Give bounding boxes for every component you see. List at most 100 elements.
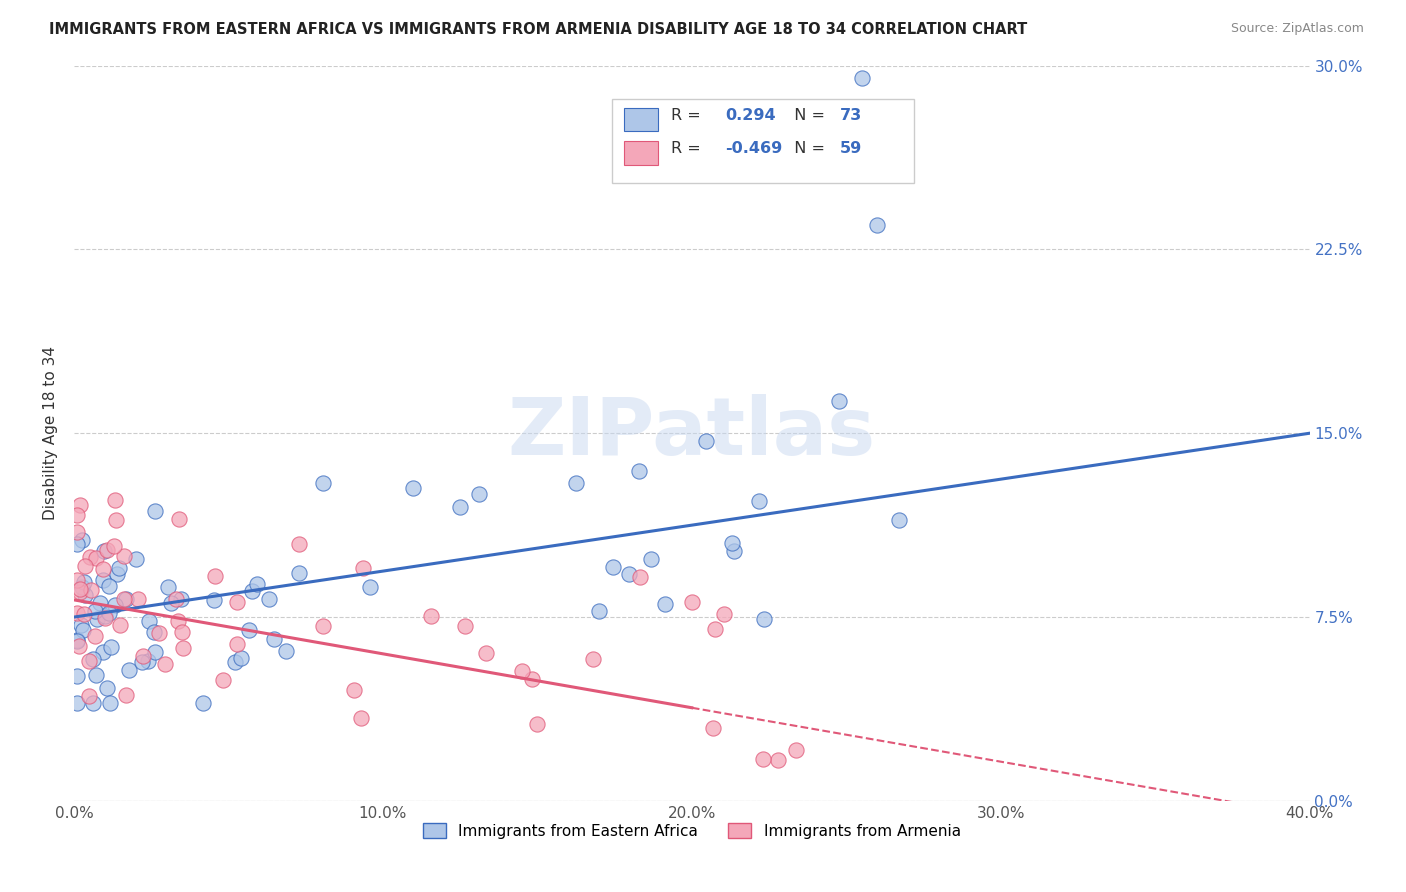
Point bbox=[97, 579, 120, 593]
Point bbox=[224, 655, 246, 669]
Point bbox=[112, 549, 135, 564]
Point bbox=[117, 663, 139, 677]
Point bbox=[276, 644, 298, 658]
Point bbox=[766, 753, 789, 767]
Point bbox=[165, 591, 187, 606]
Point bbox=[785, 742, 807, 756]
Point bbox=[160, 596, 183, 610]
Point bbox=[681, 595, 703, 609]
Point bbox=[104, 492, 127, 507]
Point bbox=[66, 634, 89, 648]
Point bbox=[107, 561, 129, 575]
Point bbox=[86, 612, 108, 626]
Text: R =: R = bbox=[671, 108, 706, 122]
Text: IMMIGRANTS FROM EASTERN AFRICA VS IMMIGRANTS FROM ARMENIA DISABILITY AGE 18 TO 3: IMMIGRANTS FROM EASTERN AFRICA VS IMMIGR… bbox=[49, 22, 1028, 37]
Point bbox=[748, 493, 770, 508]
Point bbox=[100, 640, 122, 654]
Point bbox=[157, 580, 180, 594]
Point bbox=[79, 582, 101, 597]
Point bbox=[138, 614, 160, 628]
Point bbox=[350, 711, 373, 725]
Point bbox=[153, 657, 176, 671]
Point bbox=[70, 618, 93, 632]
Point bbox=[70, 580, 93, 594]
Text: N =: N = bbox=[785, 108, 831, 122]
Point bbox=[226, 637, 249, 651]
Point bbox=[66, 696, 89, 710]
Point bbox=[474, 646, 496, 660]
Point bbox=[73, 607, 96, 622]
Point bbox=[132, 648, 155, 663]
Point bbox=[343, 683, 366, 698]
Point bbox=[82, 652, 104, 666]
Point bbox=[143, 624, 166, 639]
Point bbox=[67, 639, 90, 653]
Point bbox=[131, 655, 153, 669]
Point bbox=[720, 536, 742, 550]
Point bbox=[588, 604, 610, 618]
Point bbox=[166, 614, 188, 628]
Point bbox=[654, 597, 676, 611]
Bar bbox=[624, 141, 658, 165]
Point bbox=[75, 559, 97, 574]
Point bbox=[752, 612, 775, 626]
Point bbox=[704, 622, 727, 636]
Point bbox=[94, 611, 117, 625]
Point bbox=[851, 70, 873, 85]
Text: 59: 59 bbox=[839, 141, 862, 156]
Point bbox=[98, 696, 121, 710]
Point bbox=[828, 393, 851, 408]
Point bbox=[104, 599, 127, 613]
Point bbox=[143, 644, 166, 658]
Point bbox=[79, 549, 101, 564]
Point bbox=[127, 592, 149, 607]
Point bbox=[510, 664, 533, 678]
Point bbox=[84, 668, 107, 682]
Point bbox=[167, 512, 190, 526]
Point bbox=[105, 513, 128, 527]
Text: R =: R = bbox=[671, 141, 706, 156]
Point bbox=[115, 592, 138, 607]
Text: ZIPatlas: ZIPatlas bbox=[508, 394, 876, 472]
Point bbox=[288, 537, 311, 551]
Point bbox=[125, 551, 148, 566]
Y-axis label: Disability Age 18 to 34: Disability Age 18 to 34 bbox=[44, 346, 58, 520]
Point bbox=[77, 690, 100, 704]
Point bbox=[66, 633, 89, 648]
Point bbox=[628, 465, 651, 479]
Text: 73: 73 bbox=[839, 108, 862, 122]
Point bbox=[66, 669, 89, 683]
Point bbox=[602, 560, 624, 574]
Point bbox=[628, 570, 651, 584]
Point bbox=[564, 475, 586, 490]
Point bbox=[617, 567, 640, 582]
Point bbox=[695, 434, 717, 448]
Point bbox=[723, 543, 745, 558]
Point bbox=[136, 654, 159, 668]
Point bbox=[143, 504, 166, 518]
Point bbox=[640, 552, 662, 566]
Text: 0.294: 0.294 bbox=[725, 108, 776, 122]
Text: -0.469: -0.469 bbox=[725, 141, 782, 156]
Point bbox=[240, 583, 263, 598]
Point bbox=[97, 606, 120, 620]
Point bbox=[108, 618, 131, 632]
Point bbox=[114, 688, 136, 702]
Point bbox=[91, 573, 114, 587]
Point bbox=[419, 608, 441, 623]
Point bbox=[94, 608, 117, 623]
Point bbox=[66, 524, 89, 539]
Point bbox=[449, 500, 471, 514]
Point bbox=[312, 618, 335, 632]
Point bbox=[866, 218, 889, 232]
Point bbox=[226, 595, 249, 609]
Point bbox=[229, 651, 252, 665]
Point bbox=[72, 623, 94, 637]
Point bbox=[93, 562, 115, 576]
Point bbox=[713, 607, 735, 621]
Point bbox=[263, 632, 285, 646]
FancyBboxPatch shape bbox=[612, 99, 914, 183]
Point bbox=[887, 513, 910, 527]
Point bbox=[238, 624, 260, 638]
Point bbox=[752, 752, 775, 766]
